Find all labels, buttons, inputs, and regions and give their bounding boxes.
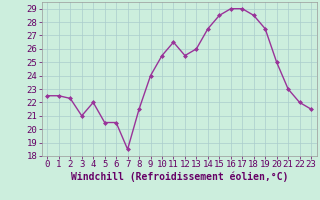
- X-axis label: Windchill (Refroidissement éolien,°C): Windchill (Refroidissement éolien,°C): [70, 172, 288, 182]
